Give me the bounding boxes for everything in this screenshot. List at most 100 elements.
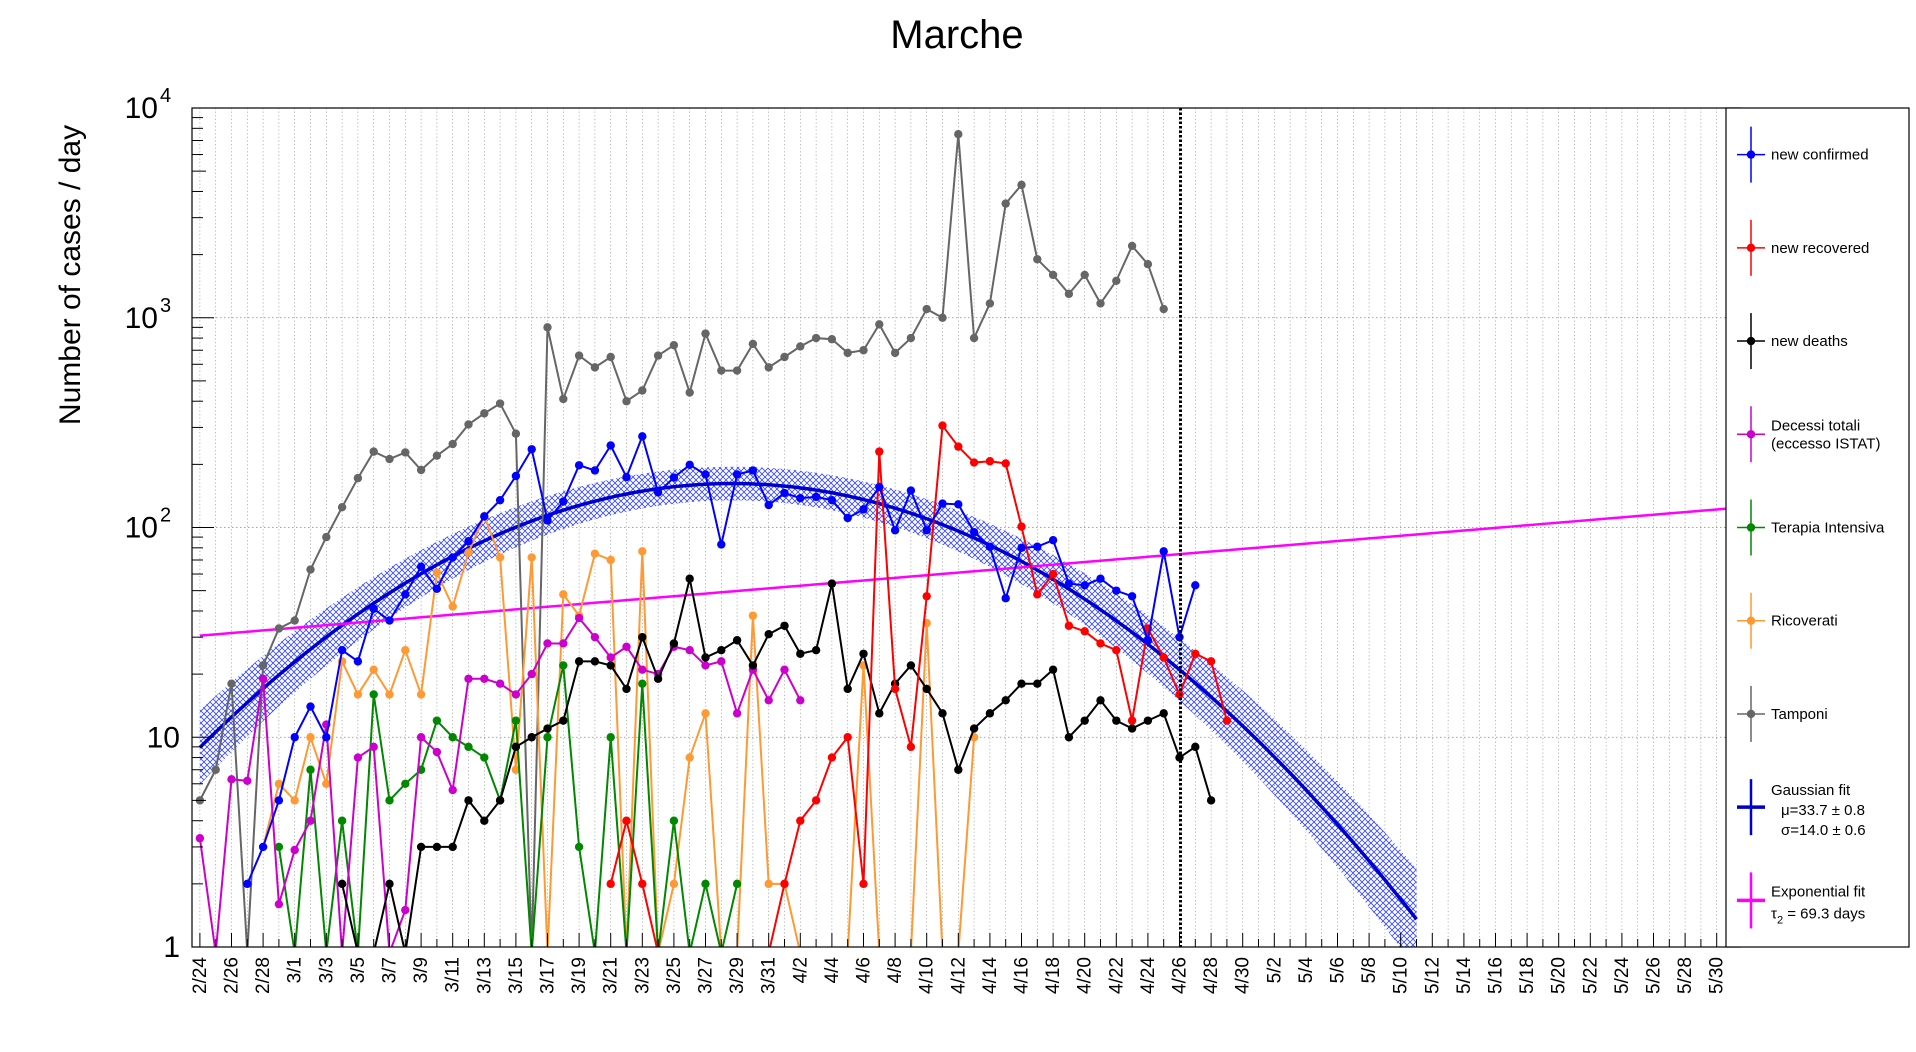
data-point-terapia-intensiva	[448, 733, 457, 742]
data-point-new-confirmed	[811, 492, 821, 502]
y-tick-label: 10	[125, 512, 158, 545]
data-point-new-deaths	[669, 639, 679, 648]
data-point-new-confirmed	[843, 513, 852, 523]
data-point-new-confirmed	[638, 432, 647, 441]
legend-marker-dot	[1746, 616, 1756, 625]
data-point-new-deaths	[416, 842, 426, 852]
series-new-deaths	[337, 574, 1216, 947]
data-point-new-confirmed	[574, 461, 584, 470]
data-point-new-deaths	[1096, 696, 1105, 705]
data-point-new-confirmed	[875, 482, 884, 492]
data-point-decessi-totali	[732, 709, 742, 718]
x-tick-label: 5/20	[1549, 957, 1570, 994]
data-point-ricoverati	[764, 879, 773, 889]
legend-label: (eccesso ISTAT)	[1771, 435, 1880, 452]
data-point-new-deaths	[511, 742, 521, 752]
data-point-decessi-totali	[243, 776, 252, 785]
data-point-new-recovered	[843, 733, 852, 742]
data-point-new-deaths	[811, 646, 821, 655]
x-tick-label: 3/5	[348, 957, 369, 983]
x-tick-label: 3/25	[664, 957, 685, 994]
data-point-new-recovered	[1048, 569, 1058, 579]
data-point-tamponi	[385, 454, 394, 464]
x-tick-label: 3/13	[474, 957, 495, 994]
data-point-tamponi	[337, 502, 347, 512]
data-point-new-confirmed	[1143, 636, 1153, 645]
data-point-new-confirmed	[622, 472, 631, 482]
data-point-ricoverati	[353, 690, 363, 699]
legend-entry-decessi-totali: Decessi totali(eccesso ISTAT)	[1737, 406, 1880, 463]
data-point-decessi-totali	[543, 639, 552, 648]
legend-label: new recovered	[1771, 240, 1869, 257]
y-tick-label-base: 10	[125, 512, 158, 545]
data-point-terapia-intensiva	[385, 796, 394, 805]
data-point-new-deaths	[432, 842, 442, 852]
x-tick-label: 4/22	[1106, 957, 1127, 994]
x-tick-label: 3/7	[380, 957, 401, 983]
data-point-new-recovered	[938, 421, 947, 430]
data-point-tamponi	[1096, 299, 1105, 308]
x-tick-label: 5/10	[1391, 957, 1412, 994]
data-point-tamponi	[622, 397, 631, 406]
data-point-new-confirmed	[385, 616, 394, 625]
fit-curves	[198, 481, 1733, 921]
data-point-ricoverati	[669, 879, 679, 889]
series-line-terapia-intensiva	[277, 665, 739, 947]
legend-entry-gaussian-fit: Gaussian fit μ=33.7 ± 0.8 σ=14.0 ± 0.6	[1737, 779, 1866, 839]
data-point-new-deaths	[764, 629, 773, 639]
y-tick-label-text: 10	[147, 721, 180, 754]
data-point-tamponi	[432, 451, 442, 460]
data-point-new-recovered	[985, 457, 995, 466]
legend-label-tau: τ2 = 69.3 days	[1771, 905, 1865, 926]
x-tick-label: 5/2	[1264, 957, 1285, 983]
data-point-new-confirmed	[559, 497, 568, 506]
data-point-new-confirmed	[859, 505, 868, 514]
x-tick-label: 4/2	[790, 957, 811, 983]
data-point-new-deaths	[1017, 679, 1026, 688]
legend: new confirmed new recovered new deaths Dece…	[1725, 107, 1910, 948]
legend-label: new deaths	[1771, 333, 1848, 350]
data-point-tamponi	[227, 679, 236, 688]
data-point-tamponi	[669, 340, 679, 350]
data-point-new-deaths	[480, 816, 489, 825]
data-point-ricoverati	[748, 611, 758, 620]
legend-entry-new-deaths: new deaths	[1737, 313, 1848, 370]
x-tick-label: 3/27	[696, 957, 717, 994]
data-point-new-confirmed	[1127, 592, 1137, 601]
data-point-new-confirmed	[322, 733, 331, 742]
legend-label: Tamponi	[1771, 706, 1828, 723]
data-point-tamponi	[495, 399, 505, 408]
legend-label: Ricoverati	[1771, 613, 1838, 630]
data-point-tamponi	[1080, 270, 1089, 280]
legend-label: new confirmed	[1771, 147, 1869, 164]
data-point-new-confirmed	[416, 562, 426, 571]
data-point-new-confirmed	[590, 466, 600, 475]
data-point-new-confirmed	[543, 516, 552, 525]
data-point-new-recovered	[1191, 649, 1200, 658]
x-tick-label: 3/21	[601, 957, 622, 994]
data-point-new-deaths	[1080, 716, 1089, 725]
data-point-decessi-totali	[559, 639, 568, 648]
data-point-new-confirmed	[527, 445, 536, 454]
gaussian-fit-curve	[198, 481, 1418, 921]
series-line-tamponi	[199, 134, 1165, 947]
y-tick-label: 10	[147, 721, 180, 754]
data-point-tamponi	[464, 420, 473, 429]
data-point-tamponi	[1159, 304, 1168, 314]
data-point-tamponi	[969, 333, 979, 343]
x-tick-label: 3/29	[727, 957, 748, 994]
data-point-tamponi	[606, 352, 615, 362]
y-tick-label-exponent: 3	[160, 295, 171, 317]
data-point-decessi-totali	[495, 679, 505, 688]
x-tick-label: 2/28	[253, 957, 274, 994]
data-point-ricoverati	[527, 553, 536, 562]
data-point-tamponi	[748, 339, 758, 349]
data-point-terapia-intensiva	[401, 779, 410, 788]
legend-marker-dot	[1746, 336, 1756, 346]
data-point-ricoverati	[274, 779, 284, 788]
data-point-new-confirmed	[669, 473, 679, 482]
x-tick-label: 5/14	[1454, 957, 1475, 994]
legend-label: Exponential fit	[1771, 883, 1866, 900]
legend-marker-dot	[1746, 523, 1756, 532]
